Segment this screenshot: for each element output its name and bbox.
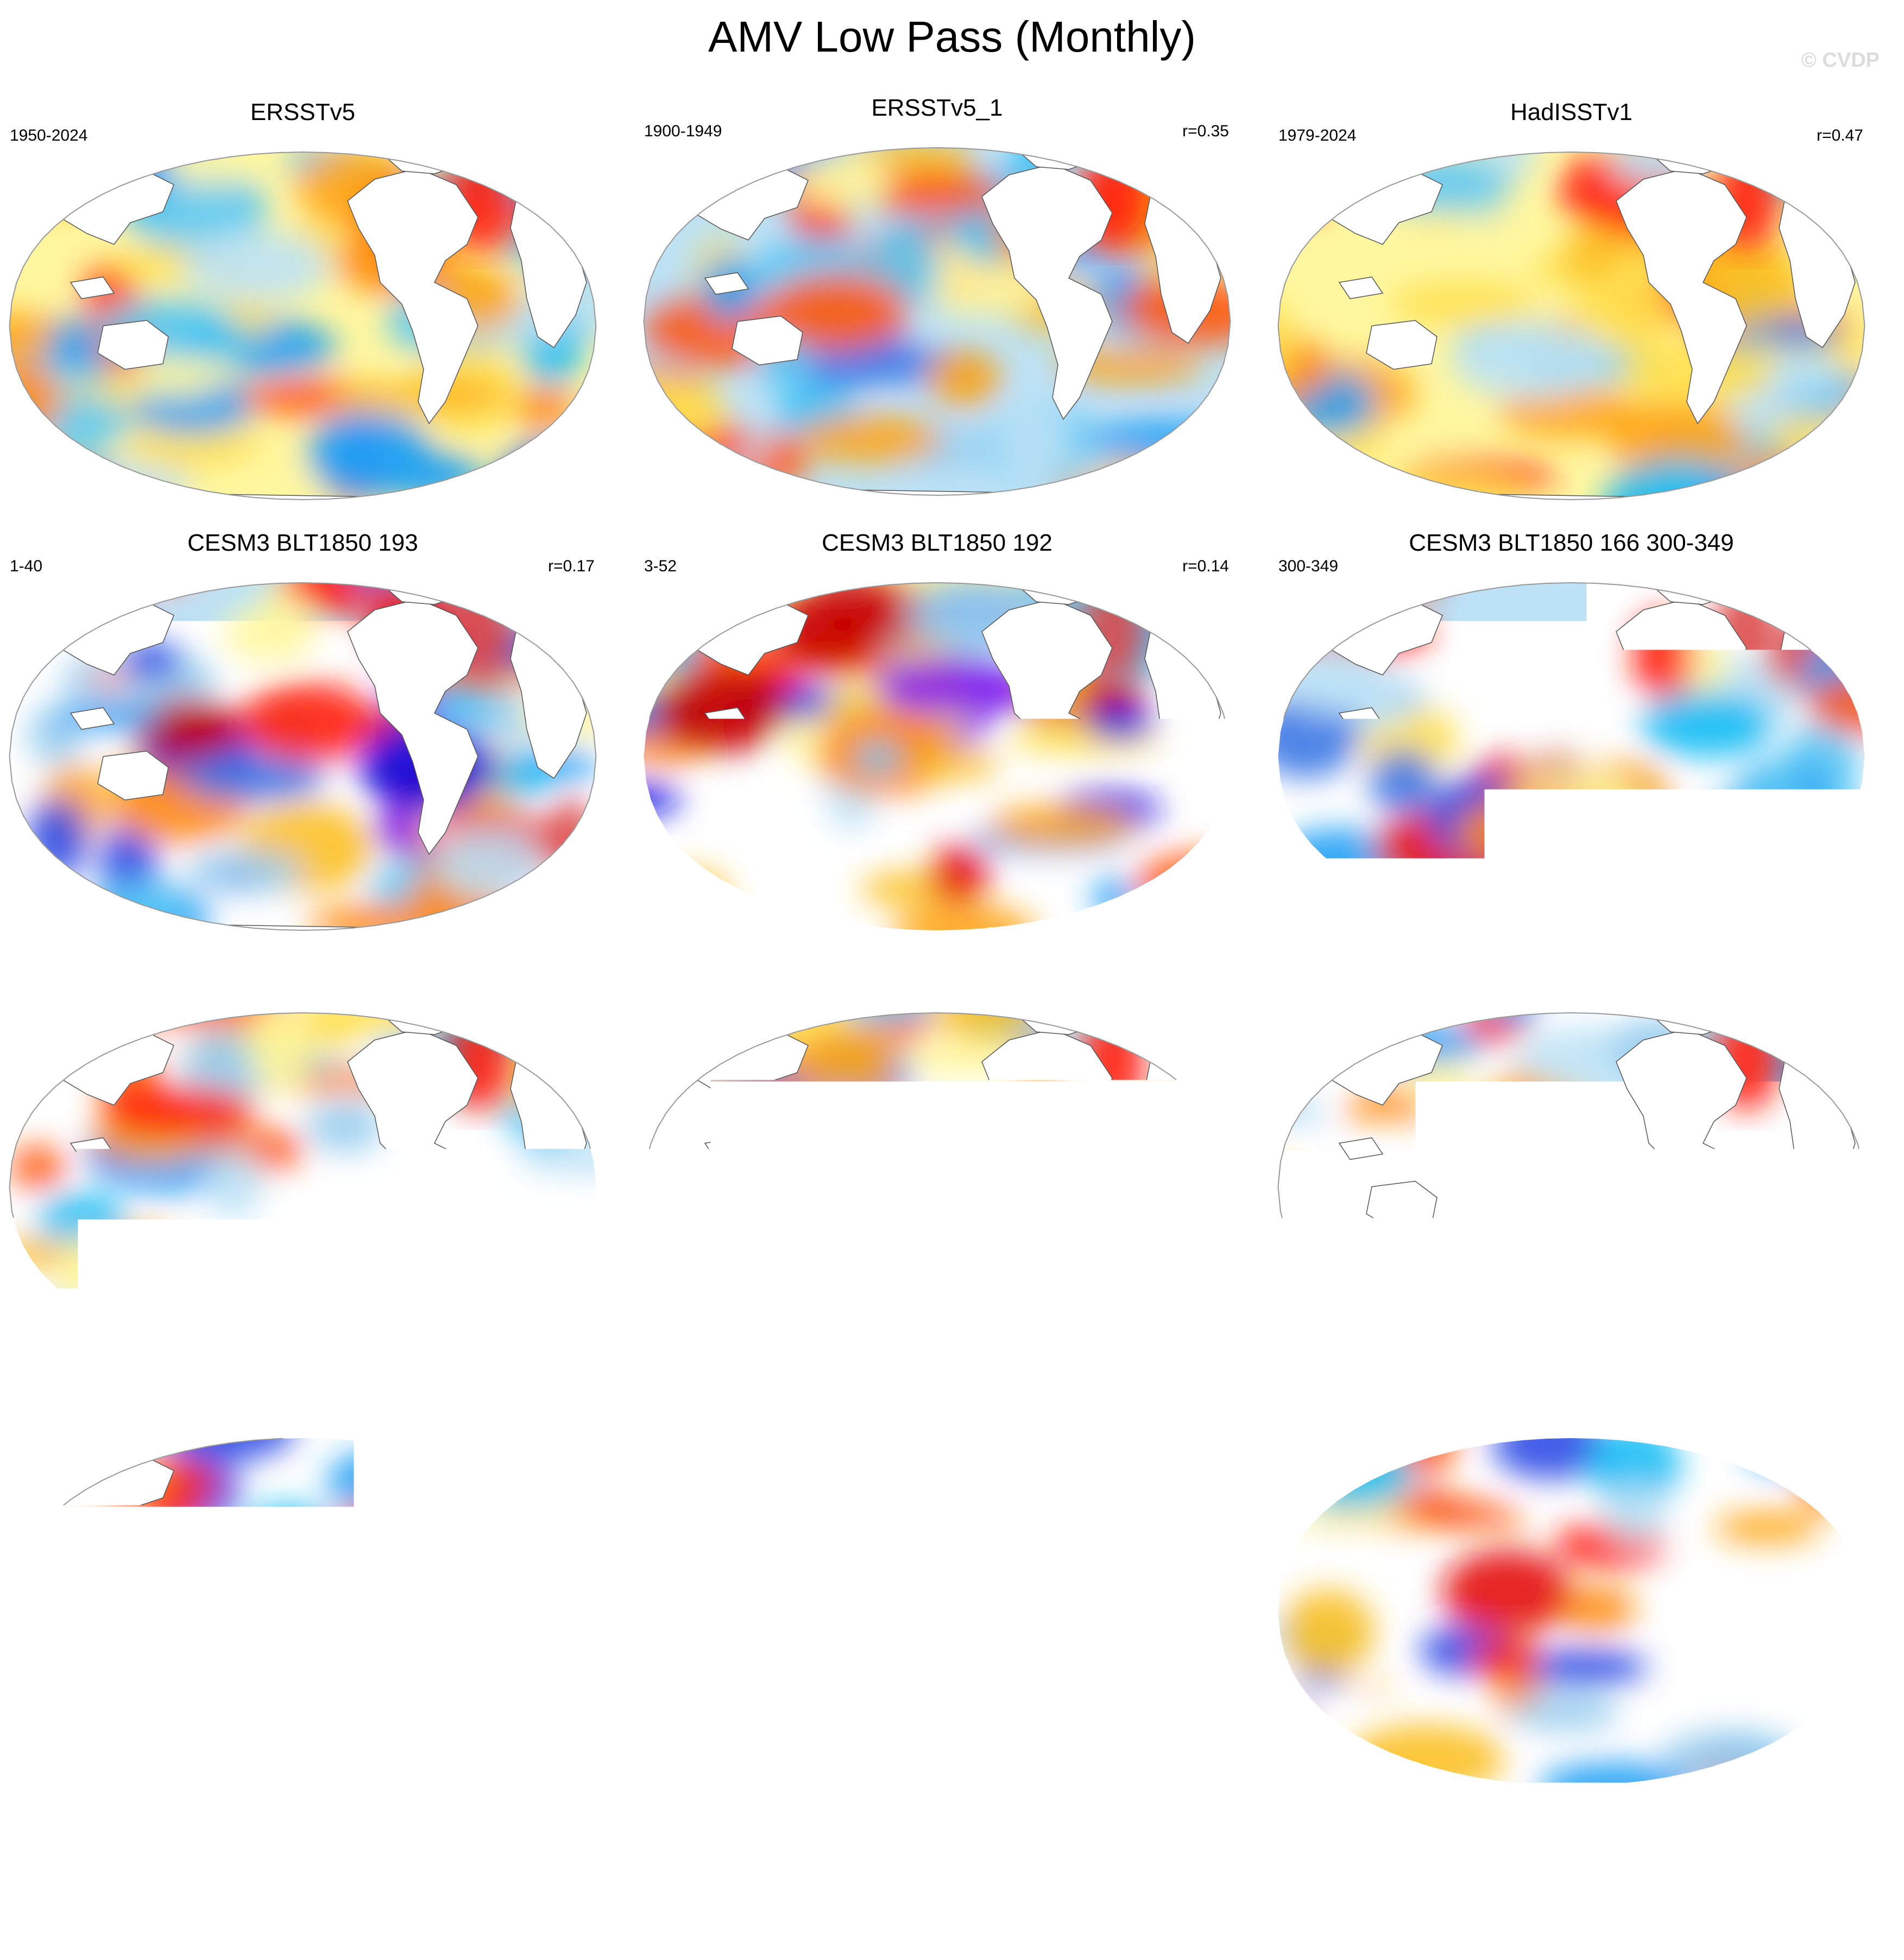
map-panel: CESM3 BLT1850 166 200-249 200-249 r=0.31 [634, 959, 1240, 1388]
robinson-map [634, 1406, 1240, 1813]
map-panel: CESM3 BLT1850 166 250-299 250-299 r=0.22 [0, 959, 606, 1388]
colorbar-tick-label: -4 [344, 1868, 373, 1906]
robinson-map [634, 115, 1240, 522]
colorbar-tick-label: 4 [1601, 1868, 1619, 1906]
robinson-map [0, 980, 606, 1388]
map-panel: ERSSTv5_1 1900-1949 r=0.35 [634, 93, 1240, 522]
colorbar-tick-label: 2.4 [1337, 1868, 1382, 1906]
robinson-map [1269, 1406, 1874, 1813]
map-panel: CESM3 BLT1850 193 1-40 r=0.17 [0, 528, 606, 957]
robinson-map [0, 119, 606, 527]
map-panel: CESM2 piControl B 901-950 r=0.24 [634, 1384, 1240, 1813]
robinson-map [634, 550, 1240, 957]
map-panel: ERSSTv5 1950-2024 [0, 98, 606, 527]
map-panel: CESM2 piControl A 801-850 r=0.27 [1269, 1384, 1874, 1813]
map-panel: CESM3 BLT1850 192 3-52 r=0.14 [634, 528, 1240, 957]
map-panel: HadISSTv1 1979-2024 r=0.47 [1269, 98, 1874, 527]
figure-title: AMV Low Pass (Monthly) [0, 10, 1904, 64]
colorbar-tick-label: 3.2 [1462, 1868, 1508, 1906]
colorbar-unit-label: C/C [0, 1912, 1904, 1950]
robinson-map [0, 1406, 606, 1813]
robinson-map [1269, 550, 1874, 957]
robinson-map [1269, 119, 1874, 527]
colorbar-tick-label: 1.6 [1212, 1868, 1257, 1906]
colorbar-tick-label: -1.6 [706, 1868, 762, 1906]
robinson-map [634, 980, 1240, 1388]
copyright-label: © CVDP [1801, 49, 1880, 72]
map-panel: CESM3 BLT1850 166 150-199 150-199 r=0.26 [1269, 959, 1874, 1388]
colorbar-tick-label: 0.8 [1087, 1868, 1132, 1906]
robinson-map [0, 550, 606, 957]
colorbar-tick-label: 0 [975, 1868, 993, 1906]
map-panel: CESM3 BLT1850 166 300-349 300-349 r=0.16 [1269, 528, 1874, 957]
robinson-map [1269, 980, 1874, 1388]
colorbar-tick-label: -0.8 [831, 1868, 887, 1906]
colorbar-tick-label: -2.4 [581, 1868, 636, 1906]
map-panel: CESM2 piControl C 1001-1050 r=0.41 [0, 1384, 606, 1813]
colorbar-tick-label: -3.2 [456, 1868, 512, 1906]
